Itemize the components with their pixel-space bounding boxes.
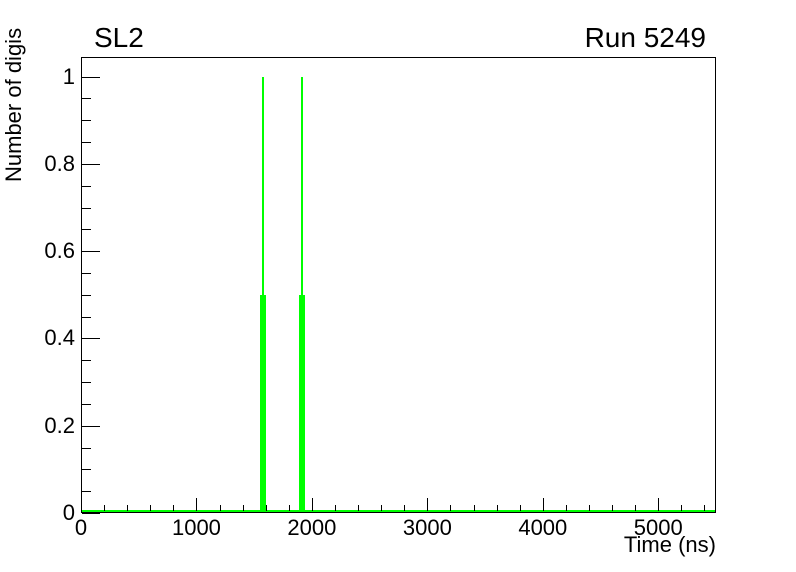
y-major-tick (82, 77, 100, 78)
histogram-baseline (82, 510, 715, 512)
y-minor-tick (82, 360, 91, 361)
plot-frame (81, 57, 716, 513)
x-minor-tick (289, 505, 290, 511)
y-minor-tick (82, 382, 91, 383)
x-minor-tick (358, 505, 359, 511)
x-minor-tick (220, 505, 221, 511)
x-minor-tick (681, 505, 682, 511)
y-major-tick (82, 513, 100, 514)
x-minor-tick (381, 505, 382, 511)
histogram-spike-thin (300, 76, 303, 295)
histogram-spike-thick (260, 294, 267, 512)
x-minor-tick (635, 505, 636, 511)
x-tick-label: 2000 (287, 515, 337, 540)
y-minor-tick (82, 448, 91, 449)
x-minor-tick (704, 505, 705, 511)
y-minor-tick (82, 208, 91, 209)
x-major-tick (658, 498, 659, 511)
x-tick-label: 5000 (633, 515, 683, 540)
x-major-tick (427, 498, 428, 511)
y-tick-label: 0.8 (44, 150, 75, 176)
x-minor-tick (127, 505, 128, 511)
y-minor-tick (82, 491, 91, 492)
x-minor-tick (243, 505, 244, 511)
y-tick-label: 0.2 (44, 412, 75, 438)
chart-title: SL2 (94, 22, 144, 53)
y-minor-tick (82, 469, 91, 470)
y-axis-title: Number of digis (1, 27, 26, 182)
y-minor-tick (82, 273, 91, 274)
x-minor-tick (266, 505, 267, 511)
x-tick-label: 4000 (518, 515, 568, 540)
y-major-tick (82, 426, 100, 427)
x-minor-tick (104, 505, 105, 511)
x-axis-title: Time (ns) (623, 532, 716, 557)
x-minor-tick (589, 505, 590, 511)
y-minor-tick (82, 404, 91, 405)
x-major-tick (312, 498, 313, 511)
histogram-spike-thick (298, 294, 305, 512)
x-major-tick (543, 498, 544, 511)
x-minor-tick (150, 505, 151, 511)
y-tick-label: 1 (62, 63, 75, 89)
y-minor-tick (82, 317, 91, 318)
x-tick-label: 0 (74, 515, 88, 540)
x-minor-tick (173, 505, 174, 511)
y-minor-tick (82, 186, 91, 187)
y-tick-label: 0 (62, 500, 75, 525)
x-minor-tick (404, 505, 405, 511)
x-minor-tick (566, 505, 567, 511)
y-major-tick (82, 164, 100, 165)
x-minor-tick (474, 505, 475, 511)
x-major-tick (81, 498, 82, 511)
x-minor-tick (450, 505, 451, 511)
y-minor-tick (82, 120, 91, 121)
y-minor-tick (82, 98, 91, 99)
x-tick-label: 3000 (402, 515, 452, 540)
y-tick-label: 0.6 (44, 238, 75, 264)
x-minor-tick (520, 505, 521, 511)
y-minor-tick (82, 229, 91, 230)
x-minor-tick (612, 505, 613, 511)
x-tick-label: 1000 (171, 515, 221, 540)
y-major-tick (82, 338, 100, 339)
y-major-tick (82, 251, 100, 252)
x-minor-tick (497, 505, 498, 511)
y-minor-tick (82, 142, 91, 143)
x-minor-tick (335, 505, 336, 511)
x-major-tick (196, 498, 197, 511)
y-minor-tick (82, 295, 91, 296)
run-number-label: Run 5249 (584, 22, 706, 53)
histogram-spike-thin (262, 76, 265, 295)
y-tick-label: 0.4 (44, 325, 75, 351)
